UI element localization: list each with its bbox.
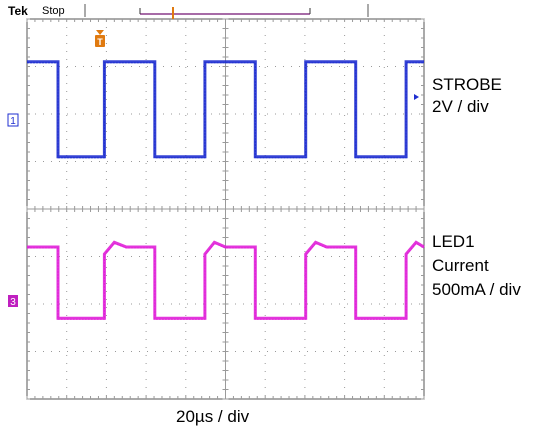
trace-noise-strobe [27,62,424,159]
ch1-ground-marker: 1 [7,113,19,127]
ch1-marker-label: 1 [10,116,16,127]
led-channel-name: LED1 [432,232,475,251]
waveform-traces [27,60,425,320]
ch3-ground-marker: 3 [8,295,18,308]
led-channel-subtitle: Current [432,256,489,275]
timebase-label: 20µs / div [176,407,250,426]
status-bar [84,4,369,19]
ch3-marker-label: 3 [10,297,16,308]
strobe-channel-name: STROBE [432,75,502,94]
trace-strobe [27,60,424,159]
strobe-vertical-scale: 2V / div [432,97,489,116]
trigger-level-icon [414,94,419,100]
graticule [26,18,425,400]
trace-led1-current [27,240,425,320]
trigger-position-icon: T [95,30,105,47]
acquisition-state: Stop [42,5,65,17]
led-vertical-scale: 500mA / div [432,280,521,299]
record-position-bar [139,7,311,19]
trace-noise-led1-current [27,242,425,320]
brand-label: Tek [8,4,28,18]
trigger-position-label: T [97,37,103,47]
